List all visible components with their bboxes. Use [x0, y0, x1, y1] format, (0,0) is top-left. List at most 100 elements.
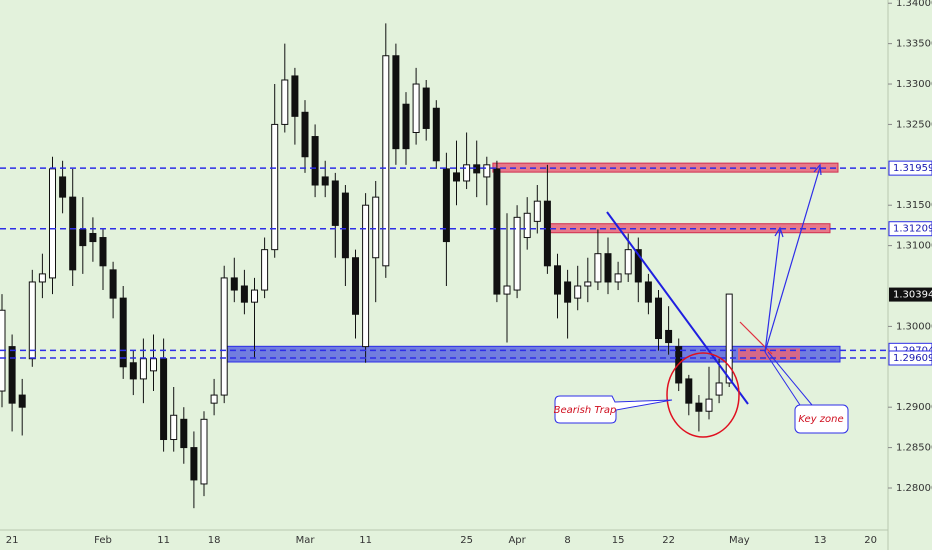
y-tick-label: 1.31000: [896, 241, 932, 252]
y-tick-label: 1.29000: [896, 402, 932, 413]
candle-body: [513, 216, 521, 291]
callout: [554, 395, 673, 424]
candle-body: [150, 358, 157, 372]
candle-body: [574, 285, 582, 299]
y-tick-label: 1.30000: [896, 321, 932, 332]
candle-body: [190, 447, 198, 481]
candle-body: [8, 346, 16, 404]
candle-body: [695, 402, 703, 412]
x-tick-label: 25: [460, 535, 473, 546]
candle-body: [271, 123, 279, 251]
candle-body: [69, 196, 77, 271]
annotation: Key zone: [798, 414, 843, 425]
price-level-box: [888, 221, 932, 237]
plot-area: [0, 23, 841, 509]
candle-body: [442, 168, 450, 243]
callout-pointer: [767, 351, 813, 406]
candle-body: [321, 176, 329, 186]
supply-zone: [545, 223, 831, 234]
price-level-label: 1.31209: [893, 224, 932, 235]
x-tick-label: 21: [6, 535, 19, 546]
x-tick-label: 18: [208, 535, 221, 546]
y-tick-label: 1.33500: [896, 39, 932, 50]
x-tick-label: 8: [564, 535, 570, 546]
candle-body: [281, 79, 289, 125]
x-tick-label: 11: [359, 535, 372, 546]
candle-body: [251, 289, 258, 303]
x-tick-label: Mar: [296, 535, 316, 546]
candle-body: [261, 249, 269, 291]
arrow-head: [813, 163, 822, 176]
candle-body: [301, 111, 309, 158]
arrow: [764, 229, 781, 353]
candle-body: [331, 180, 339, 226]
candle-body: [463, 164, 471, 182]
candle-body: [79, 228, 87, 247]
candle-body: [59, 176, 67, 198]
y-tick-label: 1.33000: [896, 79, 932, 90]
candle-body: [705, 398, 713, 412]
price-level-label: 1.31959: [893, 163, 932, 174]
candle-body: [38, 273, 46, 283]
candle-body: [543, 200, 551, 267]
price-level-box: [888, 160, 932, 176]
last-price-label: 1.30394: [893, 290, 932, 301]
y-tick-label: 1.31500: [896, 200, 932, 211]
candle-body: [503, 285, 511, 295]
candle-body: [655, 297, 662, 340]
candle-body: [220, 277, 228, 396]
annotation: Bearish Trap: [554, 405, 617, 416]
x-tick-label: May: [729, 535, 750, 546]
candle-body: [210, 394, 218, 404]
candle-body: [604, 253, 612, 283]
candle-body: [28, 281, 36, 360]
candle-body: [624, 249, 632, 275]
red-line: [739, 321, 773, 355]
callout: [794, 404, 849, 434]
candle-body: [533, 200, 541, 222]
candle-body: [644, 281, 652, 303]
trend-line: [606, 211, 749, 405]
x-tick-label: 20: [864, 535, 877, 546]
candle-body: [170, 414, 178, 441]
x-tick-label: 11: [157, 535, 170, 546]
candle-body: [129, 362, 137, 380]
callout-pointer: [764, 351, 801, 406]
candle-body: [362, 204, 370, 348]
candle-body: [382, 55, 390, 267]
x-tick-label: Apr: [508, 535, 526, 546]
candle-body: [18, 394, 26, 408]
candle-body: [402, 103, 410, 150]
candle-body: [139, 358, 147, 380]
candle-body: [99, 237, 107, 267]
candle-body: [483, 164, 491, 178]
x-tick-label: Feb: [94, 535, 112, 546]
candle-body: [725, 293, 733, 384]
candle-body: [523, 212, 531, 239]
candle-body: [715, 382, 723, 396]
candle-body: [453, 172, 460, 182]
candle-body: [240, 285, 248, 303]
candle-body: [180, 418, 188, 449]
y-tick-label: 1.32500: [896, 119, 932, 130]
candle-body: [554, 265, 561, 295]
candle-body: [412, 83, 420, 133]
candle-body: [422, 87, 430, 129]
x-tick-label: 13: [814, 535, 827, 546]
candle-body: [352, 257, 359, 315]
candle-body: [432, 107, 440, 162]
highlight-circle: [666, 352, 740, 438]
candle-body: [634, 249, 642, 283]
candle-body: [372, 196, 380, 259]
candle-body: [564, 281, 572, 303]
candle-body: [341, 192, 349, 259]
candle-body: [200, 418, 208, 485]
y-tick-label: 1.34000: [896, 0, 932, 9]
candle-body: [584, 281, 592, 287]
y-tick-label: 1.28000: [896, 483, 932, 494]
candle-body: [119, 297, 127, 368]
candle-body: [89, 232, 97, 243]
key-zone: [738, 348, 800, 360]
